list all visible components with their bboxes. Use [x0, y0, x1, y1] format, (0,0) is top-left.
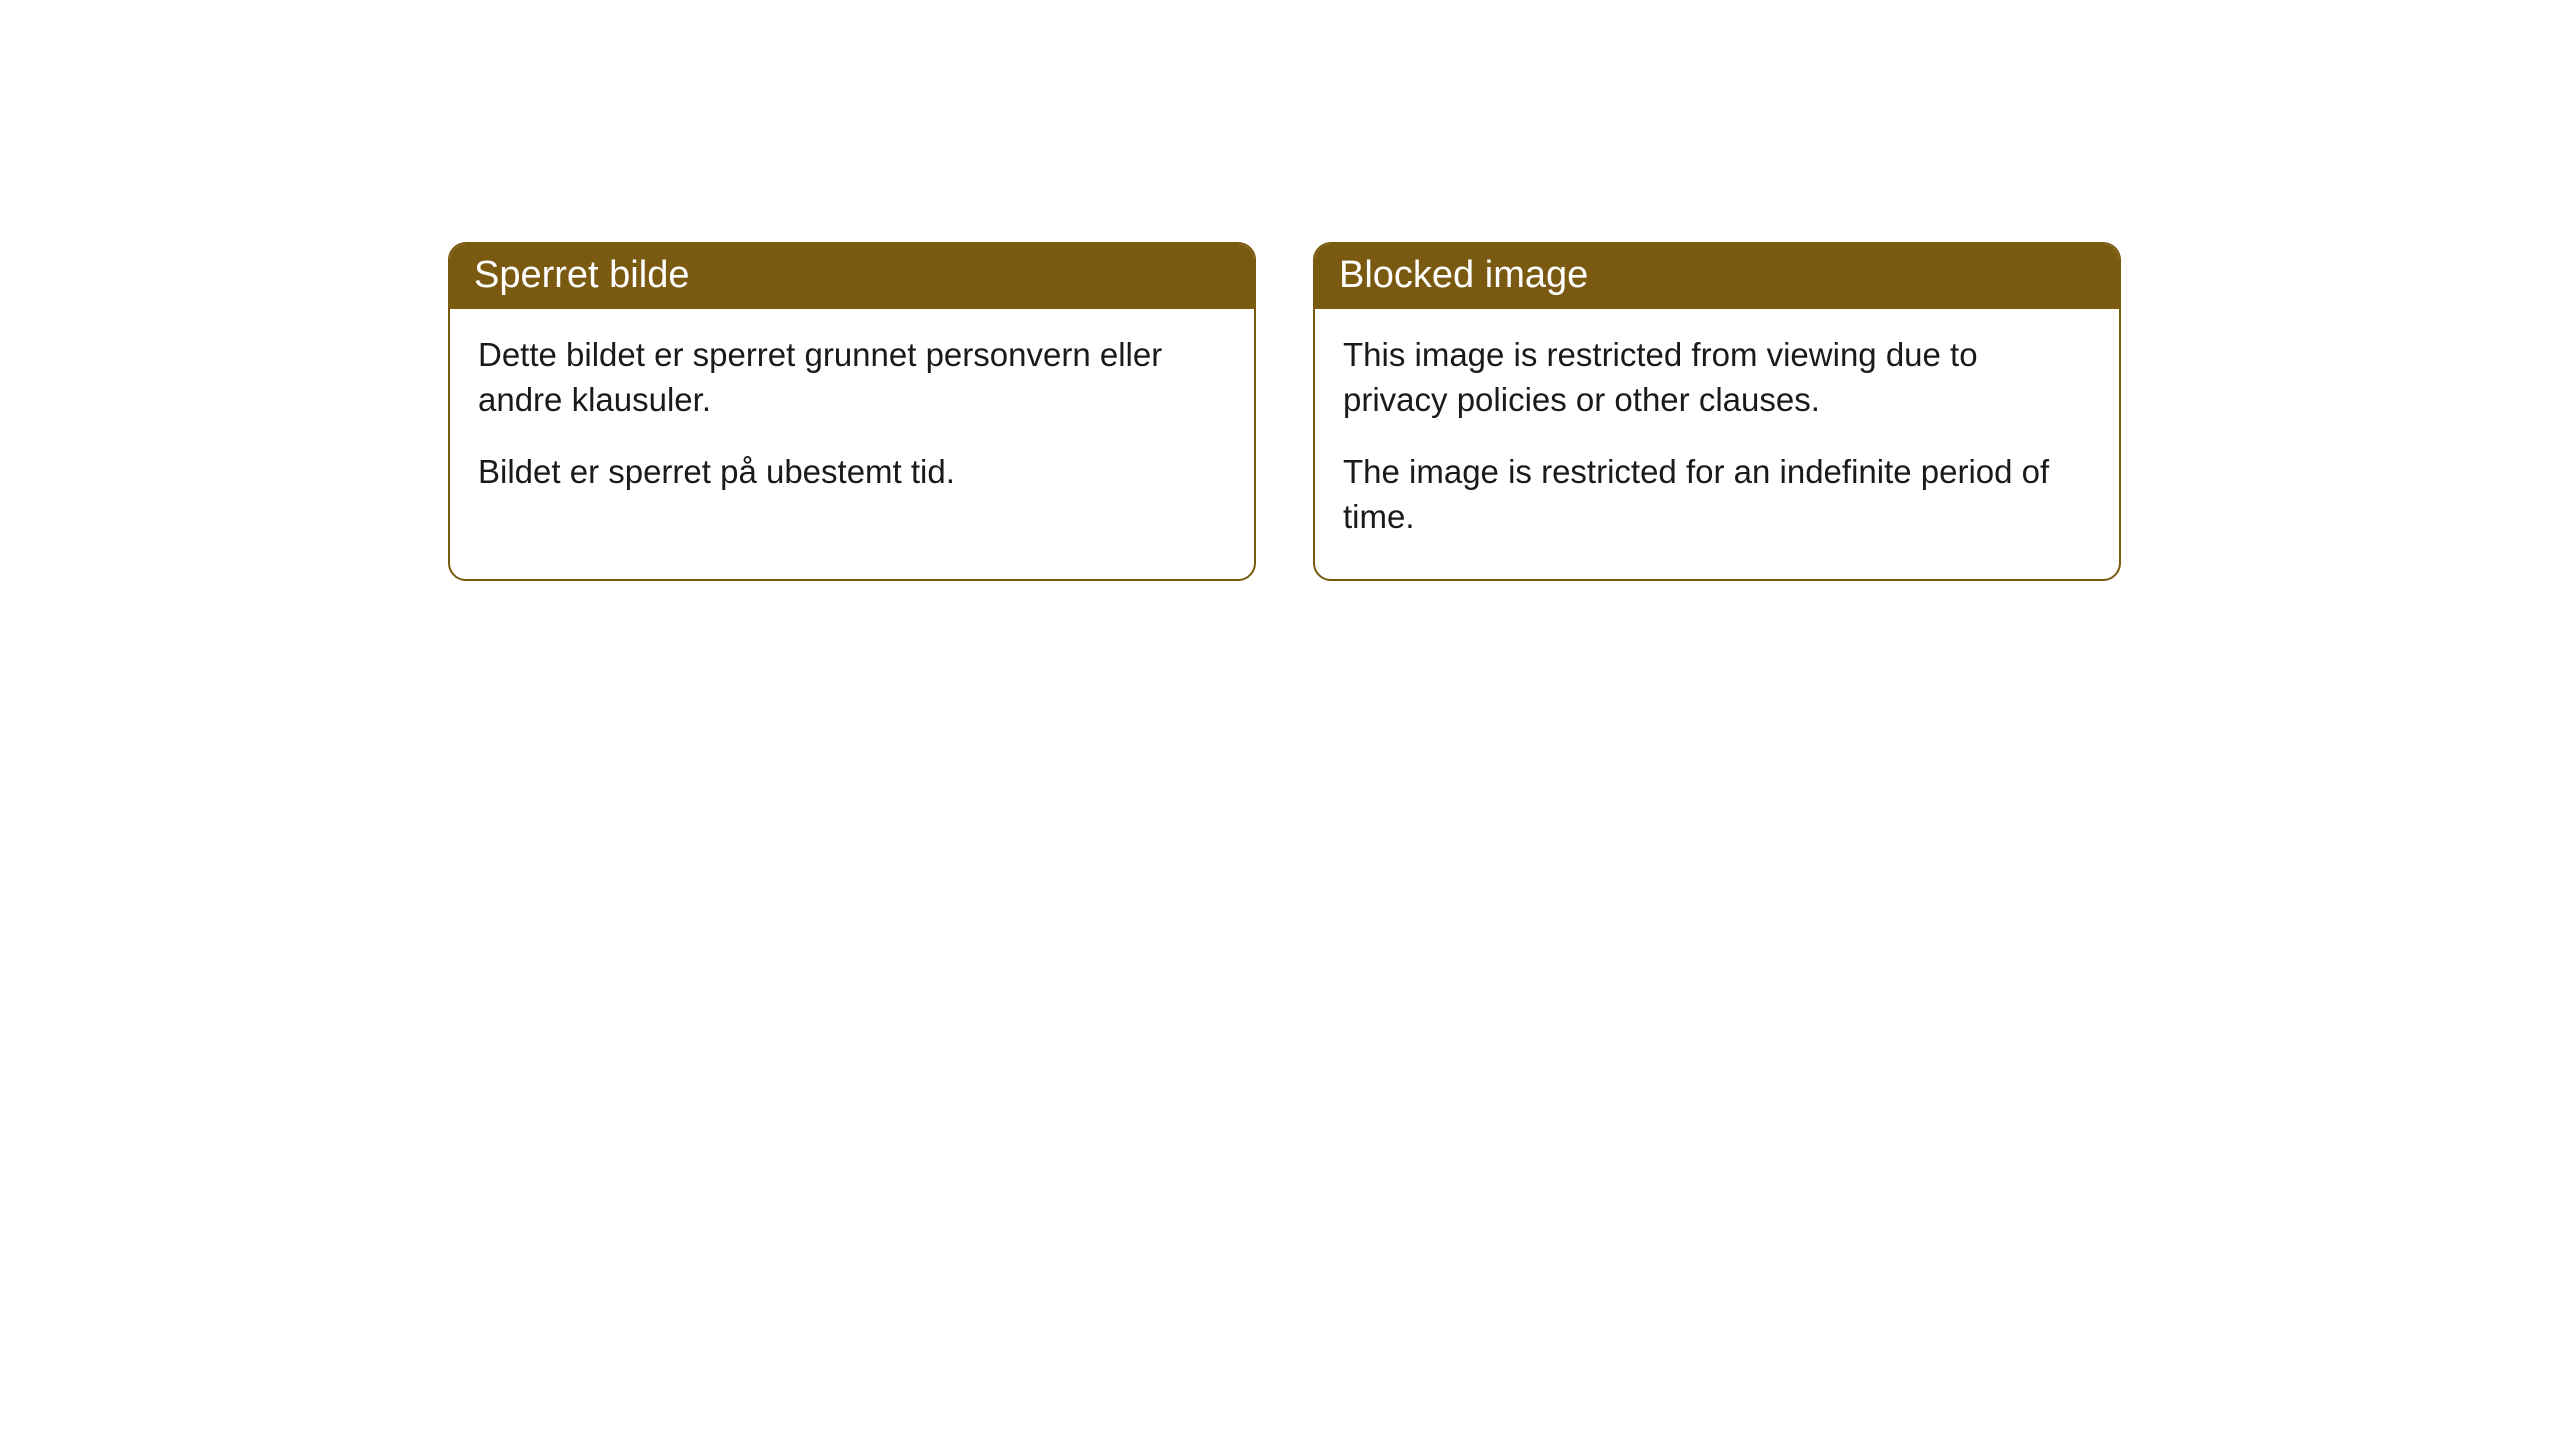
card-title: Blocked image: [1339, 254, 1588, 296]
notice-card-norwegian: Sperret bilde Dette bildet er sperret gr…: [448, 242, 1256, 581]
card-title: Sperret bilde: [474, 254, 689, 296]
card-header: Blocked image: [1315, 244, 2119, 309]
card-body: This image is restricted from viewing du…: [1315, 309, 2119, 579]
notice-card-english: Blocked image This image is restricted f…: [1313, 242, 2121, 581]
card-paragraph: Bildet er sperret på ubestemt tid.: [478, 450, 1226, 495]
card-paragraph: Dette bildet er sperret grunnet personve…: [478, 333, 1226, 422]
card-header: Sperret bilde: [450, 244, 1254, 309]
card-body: Dette bildet er sperret grunnet personve…: [450, 309, 1254, 535]
card-paragraph: The image is restricted for an indefinit…: [1343, 450, 2091, 539]
card-paragraph: This image is restricted from viewing du…: [1343, 333, 2091, 422]
notice-cards-container: Sperret bilde Dette bildet er sperret gr…: [448, 242, 2121, 581]
